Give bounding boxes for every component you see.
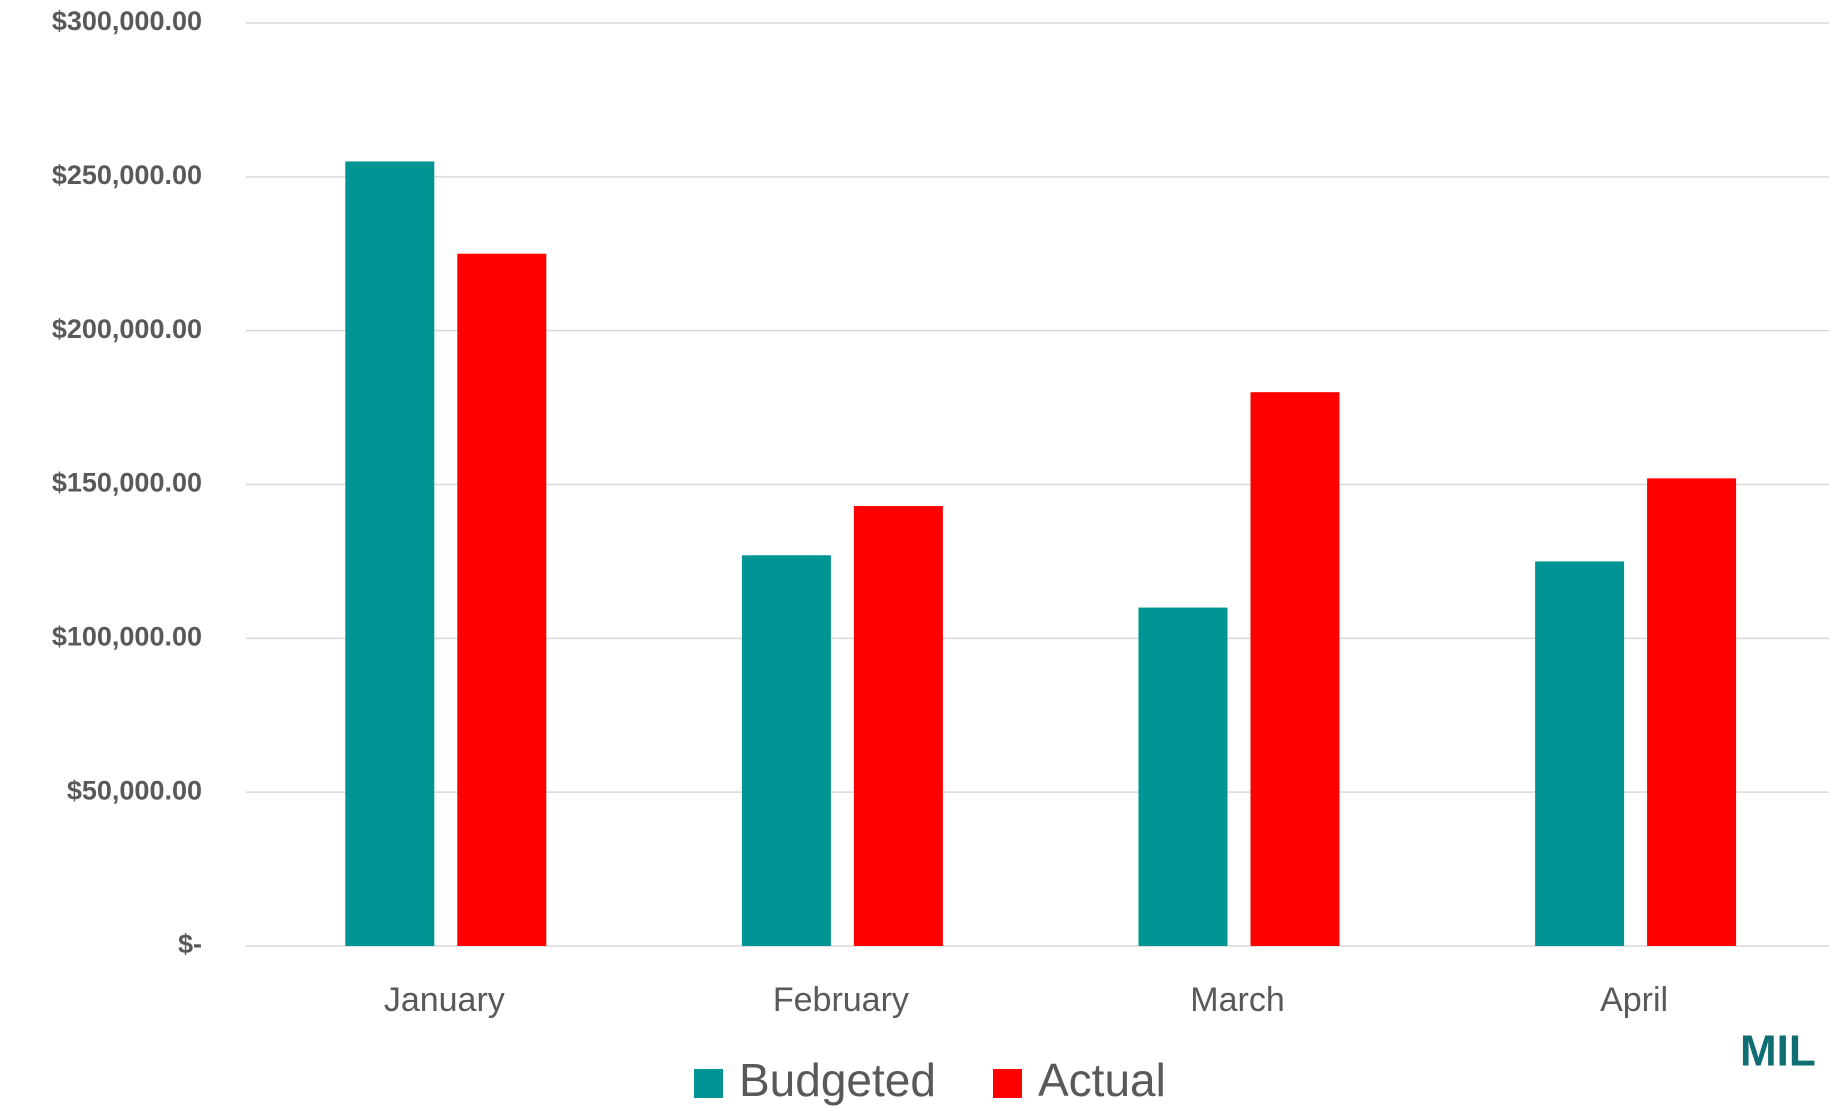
y-tick-label: $300,000.00 bbox=[52, 6, 202, 36]
y-tick-label: $200,000.00 bbox=[52, 314, 202, 344]
bar bbox=[1647, 478, 1737, 946]
y-tick-label: $150,000.00 bbox=[52, 468, 202, 498]
x-tick-label: March bbox=[1190, 981, 1284, 1019]
x-tick-label: January bbox=[384, 981, 505, 1019]
bar bbox=[1250, 392, 1340, 946]
bar bbox=[457, 253, 547, 946]
x-tick-label: April bbox=[1600, 981, 1668, 1019]
legend-label: Actual bbox=[1038, 1054, 1166, 1106]
legend-swatch bbox=[694, 1069, 723, 1098]
logo: MIL bbox=[1740, 1027, 1816, 1076]
y-tick-label: $50,000.00 bbox=[67, 775, 202, 805]
bar bbox=[1535, 561, 1625, 946]
bar bbox=[741, 555, 831, 946]
y-tick-label: $- bbox=[178, 929, 202, 959]
bar bbox=[345, 161, 435, 946]
legend-swatch bbox=[993, 1069, 1022, 1098]
legend-label: Budgeted bbox=[739, 1054, 936, 1106]
y-tick-label: $100,000.00 bbox=[52, 621, 202, 651]
bar bbox=[853, 506, 943, 946]
x-tick-label: February bbox=[773, 981, 909, 1019]
bar bbox=[1138, 607, 1228, 946]
y-tick-label: $250,000.00 bbox=[52, 160, 202, 190]
